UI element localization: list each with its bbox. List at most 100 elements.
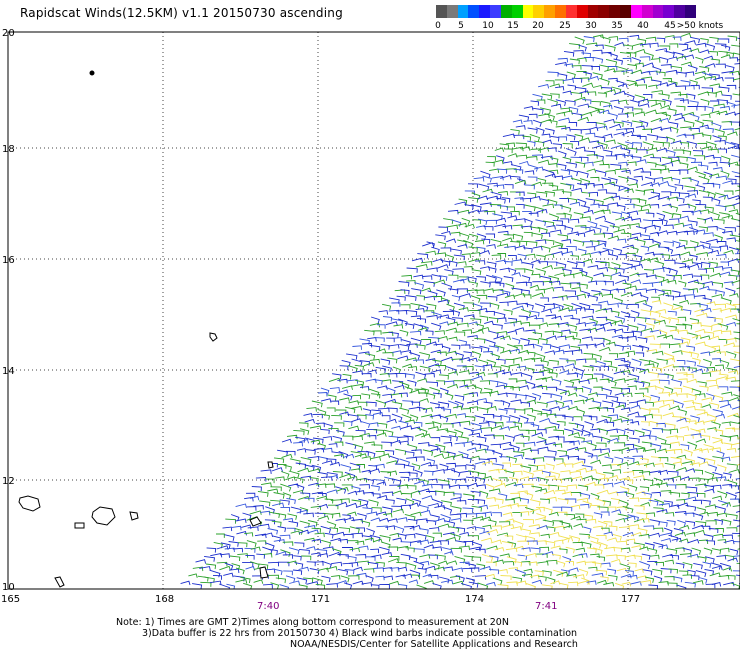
wind-barb <box>629 272 640 277</box>
wind-barb <box>436 380 446 385</box>
wind-barb <box>440 435 452 442</box>
wind-barb <box>684 40 696 45</box>
wind-barb <box>589 240 600 246</box>
wind-barb <box>548 213 560 222</box>
wind-barb <box>512 224 523 230</box>
wind-barb <box>365 378 377 384</box>
wind-barb <box>388 344 400 349</box>
wind-barb <box>489 504 500 509</box>
wind-barb <box>674 338 684 345</box>
wind-barb <box>658 181 670 186</box>
wind-barb <box>604 68 616 73</box>
wind-barb <box>618 302 628 309</box>
wind-barb <box>668 205 679 212</box>
wind-barb <box>514 218 526 223</box>
wind-barb <box>576 322 587 327</box>
wind-barb <box>625 252 636 258</box>
wind-barb <box>701 397 713 402</box>
wind-barb <box>508 444 520 452</box>
wind-barb <box>335 518 346 523</box>
wind-barb <box>483 434 495 439</box>
wind-barb <box>332 435 343 443</box>
wind-barb <box>523 408 534 413</box>
wind-barb <box>732 428 740 430</box>
wind-barb <box>566 71 576 79</box>
wind-barb <box>180 580 191 586</box>
wind-barb <box>611 387 623 393</box>
wind-barb <box>653 541 664 550</box>
wind-barb <box>655 163 667 171</box>
wind-barb <box>504 245 516 251</box>
wind-barb <box>458 307 469 312</box>
wind-barb <box>435 364 447 370</box>
wind-barb <box>445 327 458 333</box>
wind-barb <box>694 341 706 347</box>
wind-barb <box>445 536 457 542</box>
wind-barb <box>682 273 694 279</box>
wind-barb <box>373 478 385 485</box>
wind-barb <box>458 293 472 298</box>
wind-barb <box>639 497 652 503</box>
wind-barb <box>599 163 610 169</box>
wind-barb <box>376 525 389 531</box>
wind-barb <box>451 421 461 427</box>
wind-barb <box>597 189 608 194</box>
wind-barb <box>433 343 444 349</box>
wind-barb <box>422 275 433 280</box>
wind-barb <box>615 80 625 88</box>
wind-barb <box>622 345 632 351</box>
wind-barb <box>498 477 508 482</box>
wind-barb <box>694 420 705 425</box>
wind-barb <box>438 275 448 281</box>
wind-barb <box>413 274 424 280</box>
wind-barb <box>271 467 283 472</box>
wind-barb <box>425 422 435 427</box>
wind-barb <box>646 70 658 76</box>
wind-barb <box>687 166 698 172</box>
wind-barb <box>581 577 590 585</box>
wind-barb <box>600 209 611 214</box>
wind-barb <box>608 353 618 358</box>
wind-barb <box>413 359 424 364</box>
wind-barb <box>735 574 740 576</box>
wind-barb <box>391 478 402 486</box>
wind-barb <box>490 352 500 361</box>
wind-barb <box>627 411 640 417</box>
wind-barb <box>448 260 458 267</box>
wind-barb <box>535 219 547 227</box>
wind-barb <box>491 159 504 165</box>
wind-barb <box>627 514 639 522</box>
wind-barb <box>361 582 373 587</box>
wind-barb <box>650 168 662 174</box>
wind-barb <box>674 511 687 516</box>
wind-barb <box>209 569 221 578</box>
wind-barb <box>656 82 669 87</box>
wind-barb <box>704 568 715 575</box>
wind-barb <box>602 400 614 408</box>
wind-barb <box>529 226 541 233</box>
wind-barb <box>713 90 723 96</box>
wind-barb <box>400 289 410 295</box>
wind-barb <box>382 365 392 373</box>
wind-barb <box>598 204 609 210</box>
wind-barb <box>588 406 601 412</box>
wind-barb <box>445 317 456 324</box>
wind-barb <box>267 528 279 535</box>
wind-barb <box>590 250 602 256</box>
wind-barb <box>259 500 271 507</box>
wind-barb <box>519 197 532 203</box>
wind-barb <box>418 504 429 512</box>
wind-barb <box>553 204 563 210</box>
wind-barb <box>701 404 712 409</box>
wind-barb <box>572 271 584 277</box>
wind-barb <box>485 561 497 567</box>
wind-barb <box>644 52 654 60</box>
wind-barb <box>331 548 342 556</box>
wind-barb <box>534 517 547 522</box>
wind-barb <box>619 563 631 571</box>
wind-barb <box>341 359 351 367</box>
wind-barb <box>656 358 668 365</box>
wind-barb <box>497 252 507 258</box>
wind-barb <box>603 118 615 124</box>
wind-barb <box>508 476 519 484</box>
